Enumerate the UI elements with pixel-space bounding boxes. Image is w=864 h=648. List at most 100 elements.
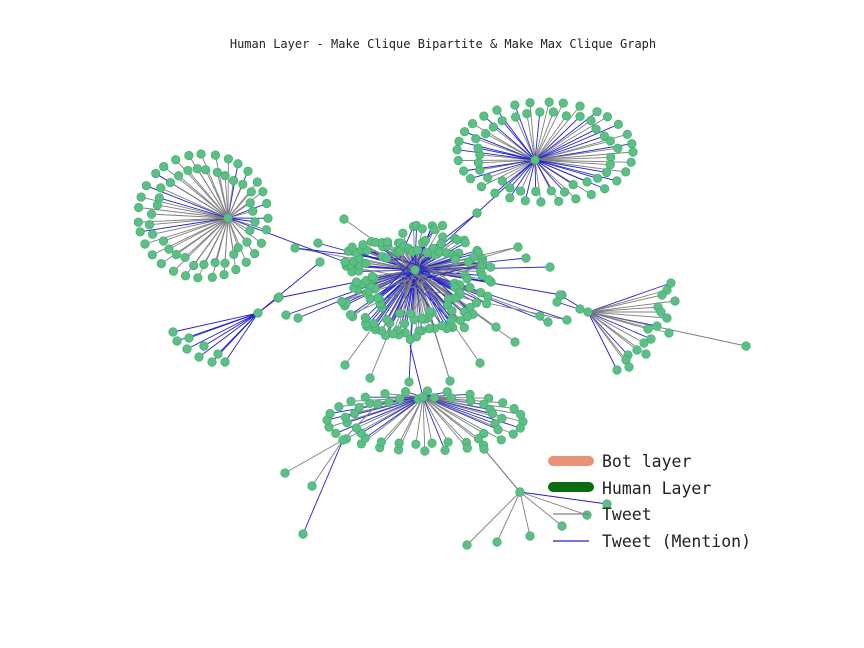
graph-node (380, 389, 390, 399)
graph-node (741, 341, 751, 351)
graph-node (535, 311, 545, 321)
graph-node (151, 168, 161, 179)
mention-edge (509, 159, 536, 189)
tweet-edge (144, 217, 229, 245)
mention-edge (414, 212, 478, 271)
mention-edge (534, 159, 598, 179)
graph-node (412, 245, 423, 256)
graph-node (382, 237, 393, 247)
tweet-edge (534, 111, 554, 161)
hub-node (530, 155, 540, 165)
graph-node (354, 402, 364, 413)
graph-node (219, 270, 229, 280)
graph-node (395, 394, 405, 404)
mention-edge (587, 311, 652, 340)
graph-node (475, 358, 485, 368)
graph-node (147, 250, 157, 260)
graph-node (479, 111, 489, 121)
graph-node (193, 273, 203, 283)
mention-edge (534, 135, 605, 161)
graph-node (223, 154, 233, 164)
graph-node (365, 373, 375, 383)
mention-edge (534, 159, 574, 185)
mention-edge (413, 269, 453, 320)
graph-node (262, 198, 272, 209)
graph-node (472, 208, 482, 218)
graph-node (621, 167, 631, 177)
tweet-edge (520, 159, 536, 192)
tweet-edge (422, 396, 426, 452)
mention-edge (524, 159, 536, 201)
graph-node (452, 145, 462, 155)
graph-node (471, 298, 482, 308)
mention-edge (172, 312, 259, 333)
tweet-edge (587, 306, 659, 313)
graph-node (281, 310, 291, 320)
graph-node (568, 180, 578, 190)
mention-edge (470, 159, 536, 180)
tweet-edge (410, 282, 434, 314)
graph-node (298, 529, 308, 539)
tweet-edge (519, 491, 588, 516)
graph-node (280, 468, 290, 478)
tweet-edge (422, 396, 484, 434)
graph-node (561, 111, 571, 121)
tweet-edge (205, 169, 229, 219)
graph-node (462, 540, 472, 550)
mention-edge (285, 269, 416, 316)
graph-node (233, 243, 243, 253)
graph-node (562, 315, 572, 325)
graph-node (220, 357, 230, 367)
mention-edge (188, 312, 259, 339)
graph-node (443, 437, 453, 447)
graph-node (666, 278, 676, 288)
tweet-edge (187, 170, 229, 219)
mention-edge (409, 344, 424, 398)
tweet-edge (534, 156, 611, 161)
graph-node (347, 242, 357, 252)
graph-node (639, 338, 649, 348)
graph-node (429, 393, 439, 403)
graph-node (516, 409, 526, 420)
tweet-edge (472, 123, 536, 161)
mention-edge (534, 159, 565, 193)
graph-node (340, 360, 350, 370)
graph-node (440, 445, 450, 455)
tweet-edge (487, 159, 536, 179)
graph-node (360, 313, 370, 323)
graph-node (505, 193, 515, 203)
tweet-edge (422, 396, 468, 449)
graph-node (516, 186, 526, 196)
mention-edge (519, 491, 608, 505)
graph-node (334, 402, 344, 412)
hub-node (410, 265, 420, 275)
mention-edge (217, 312, 259, 355)
graph-node (207, 272, 217, 282)
graph-node (628, 147, 638, 157)
tweet-edge (216, 172, 229, 219)
graph-node (545, 262, 555, 272)
tweet-edge (138, 207, 229, 219)
graph-node (462, 443, 472, 453)
tweet-edge (151, 213, 229, 219)
graph-node (548, 107, 558, 117)
graph-node (612, 365, 622, 375)
tweet-edge (160, 187, 229, 219)
graph-node (481, 129, 491, 139)
mention-edge (379, 269, 416, 304)
graph-node (250, 249, 260, 259)
graph-node (536, 197, 546, 207)
graph-node (462, 312, 473, 322)
tweet-edge (196, 168, 229, 219)
tweet-edge (587, 311, 649, 330)
graph-title: Human Layer - Make Clique Bipartite & Ma… (230, 37, 656, 51)
graph-node (575, 111, 585, 122)
graph-node (140, 239, 150, 249)
graph-node (346, 396, 356, 406)
tweet-edge (350, 276, 435, 316)
graph-node (172, 336, 182, 346)
graph-node (405, 334, 415, 345)
graph-node (307, 481, 317, 491)
mention-edge (422, 396, 446, 451)
